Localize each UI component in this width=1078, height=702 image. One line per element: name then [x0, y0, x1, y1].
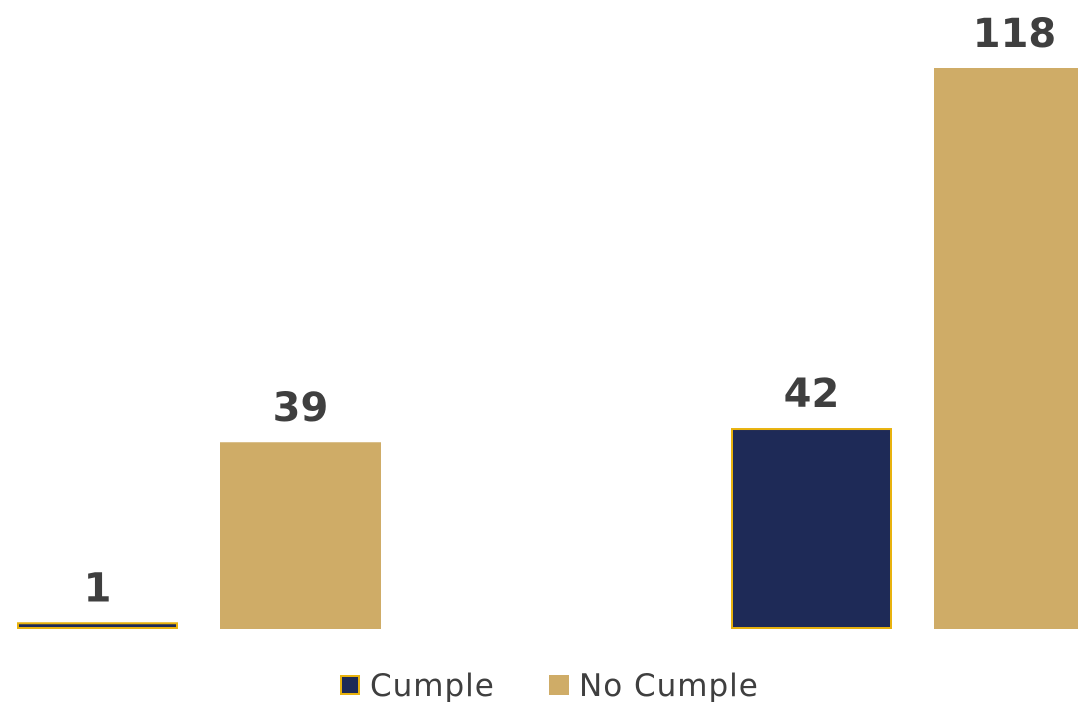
legend-label-cumple: Cumple — [370, 668, 495, 702]
data-label-cumple-1: 1 — [84, 565, 112, 611]
data-label-cumple-2: 42 — [784, 371, 840, 417]
data-labels-layer: 1 42 39 118 — [84, 11, 1057, 611]
legend-swatch-cumple — [340, 675, 360, 695]
bars-layer — [17, 68, 1078, 629]
bar-no-cumple-1 — [220, 442, 381, 629]
bar-cumple-2 — [731, 428, 892, 629]
data-label-no-cumple-1: 39 — [273, 385, 329, 431]
legend-swatch-no-cumple — [549, 675, 569, 695]
data-label-no-cumple-2: 118 — [973, 11, 1057, 57]
legend-item-cumple: Cumple — [340, 668, 495, 702]
bar-cumple-1 — [17, 622, 178, 629]
legend-label-no-cumple: No Cumple — [579, 668, 759, 702]
legend: Cumple No Cumple — [340, 668, 759, 702]
legend-item-no-cumple: No Cumple — [549, 668, 759, 702]
bar-no-cumple-2 — [934, 68, 1078, 629]
